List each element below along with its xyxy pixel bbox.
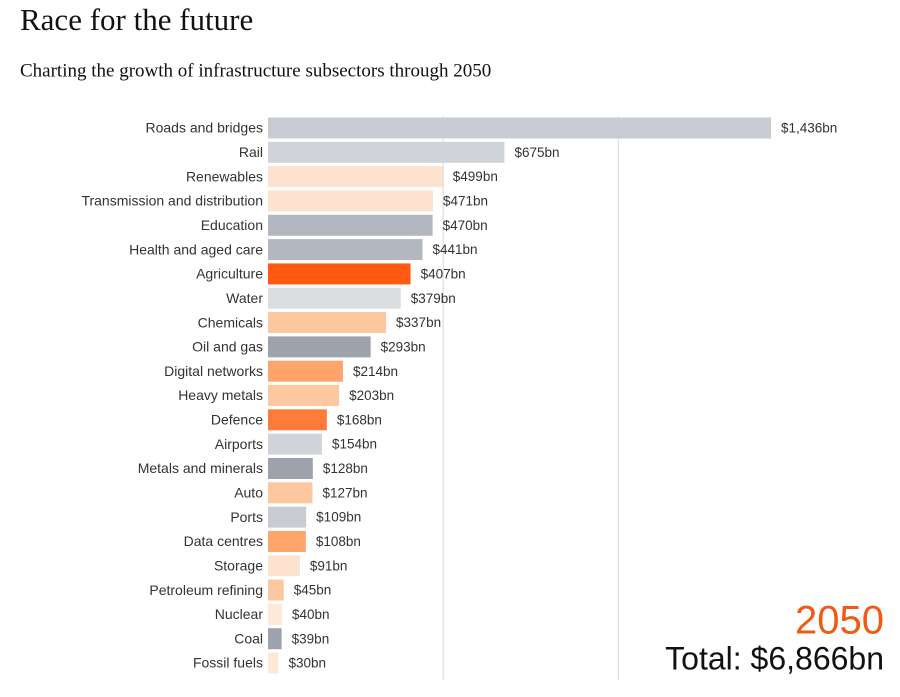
category-label: Heavy metals xyxy=(178,387,263,403)
category-label: Rail xyxy=(239,144,263,160)
bar xyxy=(268,385,340,407)
value-label: $40bn xyxy=(292,607,330,622)
category-label: Nuclear xyxy=(215,606,264,622)
category-label: Defence xyxy=(211,412,263,428)
bar xyxy=(268,579,284,601)
bar xyxy=(268,287,401,309)
bar xyxy=(268,214,433,236)
bar xyxy=(268,457,313,479)
category-label: Coal xyxy=(234,630,263,646)
total-annotation: Total: $6,866bn xyxy=(665,640,884,676)
bar xyxy=(268,360,343,382)
bar xyxy=(268,506,307,528)
category-label: Transmission and distribution xyxy=(81,193,263,209)
bar xyxy=(268,409,327,431)
category-label: Health and aged care xyxy=(129,241,263,257)
category-label: Chemicals xyxy=(198,314,263,330)
value-label: $91bn xyxy=(310,558,348,573)
category-label: Ports xyxy=(230,509,263,525)
chart-title: Race for the future xyxy=(20,2,253,37)
chart-subtitle: Charting the growth of infrastructure su… xyxy=(20,60,491,81)
category-label: Education xyxy=(201,217,263,233)
category-label: Data centres xyxy=(184,533,263,549)
value-label: $127bn xyxy=(322,485,367,500)
category-label: Water xyxy=(226,290,263,306)
bar xyxy=(268,312,387,334)
category-label: Agriculture xyxy=(196,266,263,282)
value-label: $203bn xyxy=(349,388,394,403)
value-label: $407bn xyxy=(421,266,466,281)
year-annotation: 2050 xyxy=(795,599,884,643)
grid xyxy=(442,116,619,680)
bar xyxy=(268,433,322,455)
value-label: $293bn xyxy=(381,339,426,354)
category-label: Metals and minerals xyxy=(138,460,263,476)
category-label: Airports xyxy=(215,436,263,452)
value-label: $168bn xyxy=(337,412,382,427)
value-label: $471bn xyxy=(443,194,488,209)
category-label: Roads and bridges xyxy=(145,120,263,136)
bar xyxy=(268,263,411,285)
value-label: $470bn xyxy=(443,218,488,233)
bar xyxy=(268,555,300,577)
bar xyxy=(268,530,306,552)
value-label: $499bn xyxy=(453,169,498,184)
value-label: $675bn xyxy=(514,145,559,160)
category-label: Auto xyxy=(234,485,263,501)
value-label: $1,436bn xyxy=(781,121,837,136)
bar xyxy=(268,117,771,139)
value-label: $45bn xyxy=(294,583,332,598)
value-label: $154bn xyxy=(332,437,377,452)
value-label: $108bn xyxy=(316,534,361,549)
value-label: $441bn xyxy=(432,242,477,257)
bars: Roads and bridges $1,436bn Rail $675bn Renew… xyxy=(81,117,837,674)
bar xyxy=(268,141,505,163)
bar xyxy=(268,190,433,212)
bar xyxy=(268,239,423,261)
category-label: Petroleum refining xyxy=(149,582,263,598)
value-label: $379bn xyxy=(411,291,456,306)
value-label: $30bn xyxy=(289,656,327,671)
category-label: Oil and gas xyxy=(192,339,263,355)
value-label: $337bn xyxy=(396,315,441,330)
bar xyxy=(268,336,371,358)
category-label: Fossil fuels xyxy=(193,655,263,671)
category-label: Digital networks xyxy=(164,363,263,379)
value-label: $214bn xyxy=(353,364,398,379)
bar xyxy=(268,482,313,504)
bar xyxy=(268,628,282,650)
value-label: $39bn xyxy=(292,631,330,646)
bar xyxy=(268,166,443,188)
value-label: $109bn xyxy=(316,510,361,525)
category-label: Renewables xyxy=(186,168,263,184)
bar xyxy=(268,652,279,674)
bar xyxy=(268,603,283,625)
category-label: Storage xyxy=(214,557,263,573)
value-label: $128bn xyxy=(323,461,368,476)
